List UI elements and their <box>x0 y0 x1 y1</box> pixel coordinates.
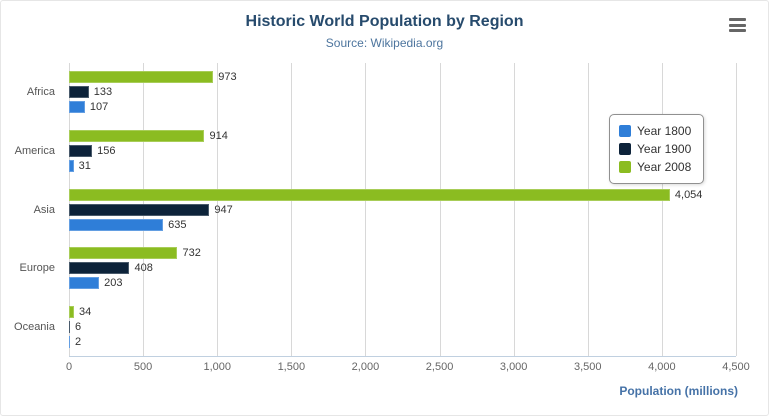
category-label-asia: Asia <box>33 203 55 216</box>
x-tick-label: 0 <box>65 361 73 373</box>
x-tick-label: 1,500 <box>277 361 306 373</box>
legend: Year 1800 Year 1900 Year 2008 <box>609 114 705 184</box>
bar-asia-year-1800[interactable] <box>69 218 164 231</box>
bar-europe-year-1800[interactable] <box>69 277 100 290</box>
bar-value-label: 408 <box>134 262 153 275</box>
hamburger-icon <box>729 29 746 32</box>
legend-item-year-1800[interactable]: Year 1800 <box>619 122 691 140</box>
category-label-oceania: Oceania <box>14 320 55 333</box>
bar-africa-year-1900[interactable] <box>69 86 89 99</box>
bar-america-year-2008[interactable] <box>69 129 205 142</box>
x-tick-label: 500 <box>133 361 153 373</box>
legend-label: Year 1800 <box>637 124 692 138</box>
x-tick-label: 4,500 <box>722 361 750 373</box>
export-menu-button[interactable] <box>729 18 746 32</box>
bar-oceania-year-1800[interactable] <box>69 335 70 348</box>
bar-value-label: 34 <box>79 305 92 318</box>
bar-europe-year-2008[interactable] <box>69 247 178 260</box>
x-tick-label: 2,500 <box>425 361 454 373</box>
bar-america-year-1800[interactable] <box>69 159 74 172</box>
bar-value-label: 635 <box>168 218 187 231</box>
gridline <box>439 63 441 356</box>
chart-subtitle: Source: Wikipedia.org <box>325 36 444 50</box>
x-tick-label: 4,000 <box>648 361 676 373</box>
x-axis-labels: 0 500 1,000 1,500 2,000 2,500 3,000 3,500 4,000 4… <box>65 361 750 377</box>
gridline <box>365 63 367 356</box>
legend-item-year-1900[interactable]: Year 1900 <box>619 140 691 158</box>
bar-asia-year-2008[interactable] <box>69 188 670 201</box>
bar-value-label: 156 <box>97 144 116 157</box>
bar-value-label: 2 <box>75 335 82 348</box>
gridline <box>661 63 663 356</box>
bar-value-label: 31 <box>78 159 91 172</box>
hamburger-icon <box>729 18 746 21</box>
hamburger-icon <box>729 23 746 27</box>
y-axis-labels: Africa America Asia Europe Oceania <box>1 63 61 356</box>
gridline <box>587 63 589 356</box>
bar-america-year-1900[interactable] <box>69 144 93 157</box>
category-label-africa: Africa <box>26 86 55 99</box>
x-tick-label: 2,000 <box>351 361 380 373</box>
legend-swatch-year-2008 <box>619 161 631 173</box>
bar-value-label: 6 <box>75 320 82 333</box>
bar-value-label: 947 <box>214 203 233 216</box>
x-tick-label: 3,500 <box>574 361 602 373</box>
gridline <box>291 63 293 356</box>
category-label-europe: Europe <box>19 262 55 275</box>
x-tick-label: 1,000 <box>203 361 231 373</box>
bar-africa-year-2008[interactable] <box>69 71 214 84</box>
bar-value-label: 4,054 <box>674 188 703 201</box>
gridline <box>736 63 737 356</box>
x-axis-title: Population (millions) <box>619 384 738 398</box>
legend-label: Year 2008 <box>637 160 692 174</box>
legend-label: Year 1900 <box>637 142 692 156</box>
x-tick-label: 3,000 <box>499 361 528 373</box>
bar-europe-year-1900[interactable] <box>69 262 130 275</box>
category-label-america: America <box>14 144 55 157</box>
bar-oceania-year-2008[interactable] <box>69 305 75 318</box>
plot-area: 973 133 107 914 156 31 4,054 947 635 732 408 203 34 6… <box>69 63 737 357</box>
bar-value-label: 973 <box>218 71 237 84</box>
bar-value-label: 133 <box>93 86 113 99</box>
legend-swatch-year-1800 <box>619 125 631 137</box>
bar-oceania-year-1900[interactable] <box>69 320 70 333</box>
bar-value-label: 203 <box>104 277 123 290</box>
legend-swatch-year-1900 <box>619 143 631 155</box>
chart-title: Historic World Population by Region <box>245 13 524 30</box>
legend-item-year-2008[interactable]: Year 2008 <box>619 158 691 176</box>
bar-africa-year-1800[interactable] <box>69 101 85 114</box>
gridline <box>217 63 219 356</box>
bar-value-label: 107 <box>89 101 109 114</box>
bar-value-label: 732 <box>182 247 201 260</box>
gridline <box>513 63 515 356</box>
bar-value-label: 914 <box>209 129 228 142</box>
bar-asia-year-1900[interactable] <box>69 203 210 216</box>
